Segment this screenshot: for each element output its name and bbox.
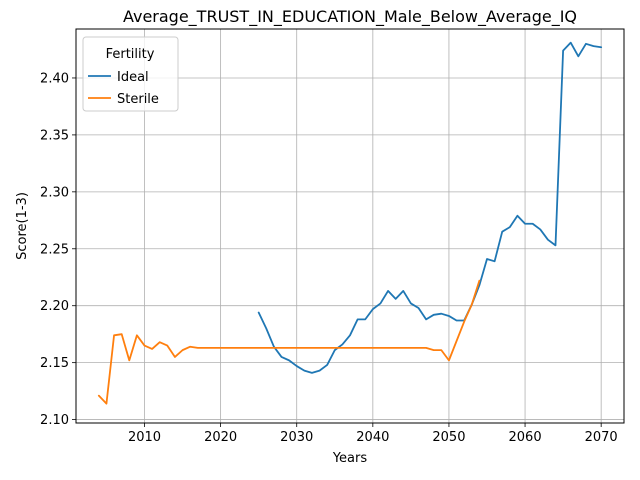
chart-title: Average_TRUST_IN_EDUCATION_Male_Below_Av… [123,7,577,27]
y-tick-label: 2.10 [40,413,69,428]
x-tick-label: 2030 [280,430,313,445]
y-tick-label: 2.35 [40,128,69,143]
legend-title: Fertility [106,47,155,62]
y-axis-label: Score(1-3) [15,192,30,260]
x-axis-label: Years [332,451,368,466]
series-lines [97,41,603,405]
series-line-sterile [97,279,481,405]
y-tick-label: 2.20 [40,299,69,314]
grid [76,29,624,423]
y-tick-label: 2.30 [40,185,69,200]
legend: Fertility Ideal Sterile [82,36,179,112]
y-tick-label: 2.25 [40,242,69,257]
series-line-ideal [257,41,603,374]
y-axis-ticks: 2.10 2.15 2.20 2.25 2.30 2.35 2.40 [40,71,76,428]
x-tick-label: 2060 [509,430,542,445]
x-tick-label: 2020 [204,430,237,445]
legend-label-sterile: Sterile [117,92,159,107]
plot-frame [75,28,625,424]
legend-box [82,36,179,112]
y-tick-label: 2.40 [40,71,69,86]
x-tick-label: 2040 [356,430,389,445]
legend-label-ideal: Ideal [117,70,149,85]
x-axis-ticks: 2010 2020 2030 2040 2050 2060 2070 [128,423,618,445]
y-tick-label: 2.15 [40,356,69,371]
x-tick-label: 2010 [128,430,161,445]
x-tick-label: 2050 [432,430,465,445]
x-tick-label: 2070 [585,430,618,445]
